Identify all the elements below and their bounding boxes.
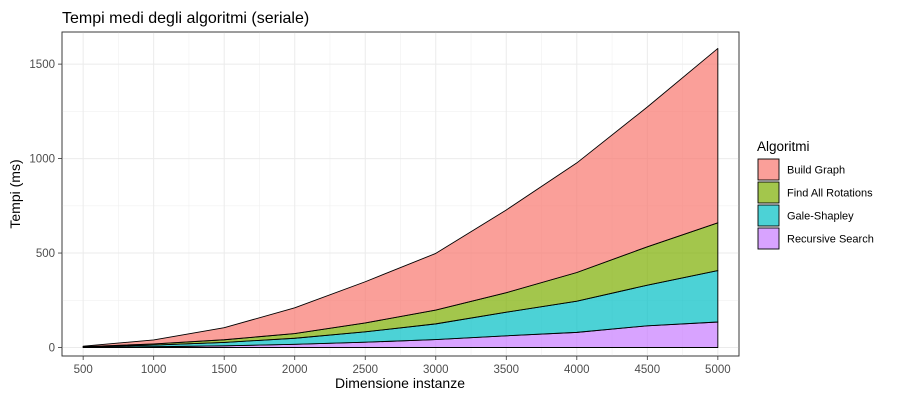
legend-label-find-all-rotations: Find All Rotations bbox=[787, 188, 873, 200]
legend-key-find-all-rotations bbox=[757, 181, 780, 204]
legend-label-recursive-search: Recursive Search bbox=[787, 234, 874, 246]
y-tick-label: 1000 bbox=[29, 154, 55, 166]
x-tick-label: 3000 bbox=[423, 364, 449, 376]
legend-key-recursive-search bbox=[757, 227, 780, 250]
y-tick-label: 500 bbox=[36, 248, 55, 260]
plot-border bbox=[61, 31, 740, 357]
legend-label-gale-shapley: Gale-Shapley bbox=[787, 211, 854, 223]
x-tick-label: 2500 bbox=[352, 364, 378, 376]
legend-label-build-graph: Build Graph bbox=[787, 165, 845, 177]
area-build-graph bbox=[82, 47, 719, 348]
x-axis-title: Dimensione instanze bbox=[335, 375, 465, 391]
y-axis-ticks: 0 500 1000 1500 bbox=[29, 59, 62, 354]
x-tick-label: 2000 bbox=[282, 364, 308, 376]
x-tick-label: 4500 bbox=[635, 364, 661, 376]
y-tick-label: 0 bbox=[49, 342, 55, 354]
legend-key-build-graph bbox=[757, 158, 780, 181]
chart-title: Tempi medi degli algoritmi (seriale) bbox=[62, 10, 309, 27]
x-tick-label: 500 bbox=[74, 364, 93, 376]
x-tick-label: 3500 bbox=[493, 364, 519, 376]
y-tick-label: 1500 bbox=[29, 59, 55, 71]
x-axis-ticks: 500 1000 1500 2000 2500 3000 3500 4000 4500 5000 bbox=[74, 356, 731, 376]
legend-key-gale-shapley bbox=[757, 204, 780, 227]
legend: Algoritmi Build Graph Find All Rotations G… bbox=[757, 139, 874, 250]
x-tick-label: 4000 bbox=[564, 364, 590, 376]
y-axis-title: Tempi (ms) bbox=[7, 159, 23, 228]
x-tick-label: 5000 bbox=[705, 364, 731, 376]
legend-title: Algoritmi bbox=[757, 139, 810, 154]
area-series bbox=[82, 47, 719, 348]
x-tick-label: 1000 bbox=[141, 364, 167, 376]
x-tick-label: 1500 bbox=[211, 364, 237, 376]
